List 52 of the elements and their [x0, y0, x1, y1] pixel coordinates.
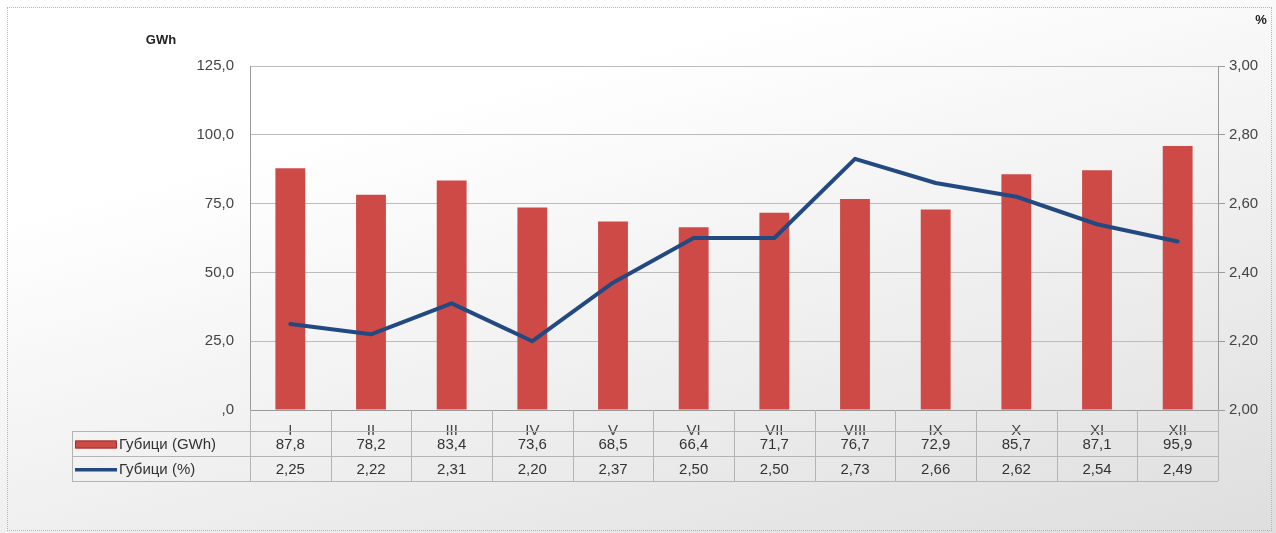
data-label: 66,4	[679, 434, 709, 452]
data-label: 2,22	[356, 459, 386, 477]
y-tick-label: 25,0	[204, 331, 234, 349]
data-label: 87,1	[1082, 434, 1112, 452]
data-label: 2,31	[437, 459, 467, 477]
y2-tick-label: 2,40	[1229, 262, 1259, 280]
data-label: 2,49	[1163, 459, 1193, 477]
data-label: 83,4	[437, 434, 467, 452]
data-label: 76,7	[840, 434, 870, 452]
data-label: 2,37	[598, 459, 628, 477]
y-tick-label: 100,0	[196, 124, 234, 142]
y-tick-label: 125,0	[196, 56, 234, 74]
bar	[1162, 146, 1193, 410]
y2-tick-label: 2,20	[1229, 331, 1259, 349]
legend-label: Губици (GWh)	[119, 434, 217, 452]
data-label: 72,9	[921, 434, 951, 452]
bar	[840, 198, 870, 410]
legend-label: Губици (%)	[119, 459, 196, 477]
data-label: 87,8	[275, 434, 305, 452]
data-label: 68,5	[598, 434, 628, 452]
data-label: 2,20	[517, 459, 547, 477]
bar	[436, 180, 467, 410]
data-label: 2,73	[840, 459, 870, 477]
data-label: 95,9	[1163, 434, 1193, 452]
bar	[598, 221, 628, 410]
bar	[517, 207, 548, 410]
y-axis-title: GWh	[145, 31, 177, 47]
y-tick-label: 50,0	[204, 262, 234, 280]
data-label: 2,54	[1082, 459, 1112, 477]
bar	[920, 209, 951, 410]
y2-tick-label: 2,80	[1229, 124, 1259, 142]
y2-axis-title: %	[1255, 11, 1268, 27]
data-label: 2,50	[759, 459, 789, 477]
bar	[759, 212, 790, 410]
data-label: 78,2	[356, 434, 386, 452]
data-label: 71,7	[759, 434, 789, 452]
y-tick-label: ,0	[221, 400, 234, 418]
data-label: 2,25	[275, 459, 305, 477]
bar	[678, 227, 709, 410]
data-label: 2,50	[679, 459, 709, 477]
bar	[1001, 174, 1032, 410]
bar	[275, 168, 306, 410]
y2-tick-label: 2,00	[1229, 400, 1259, 418]
bar	[1082, 170, 1112, 410]
bar	[356, 194, 386, 410]
data-label: 73,6	[517, 434, 547, 452]
data-label: 2,62	[1001, 459, 1031, 477]
data-label: 85,7	[1001, 434, 1031, 452]
y2-tick-label: 2,60	[1229, 193, 1259, 211]
y2-tick-label: 3,00	[1229, 56, 1259, 74]
data-label: 2,66	[921, 459, 951, 477]
y-tick-label: 75,0	[204, 193, 234, 211]
